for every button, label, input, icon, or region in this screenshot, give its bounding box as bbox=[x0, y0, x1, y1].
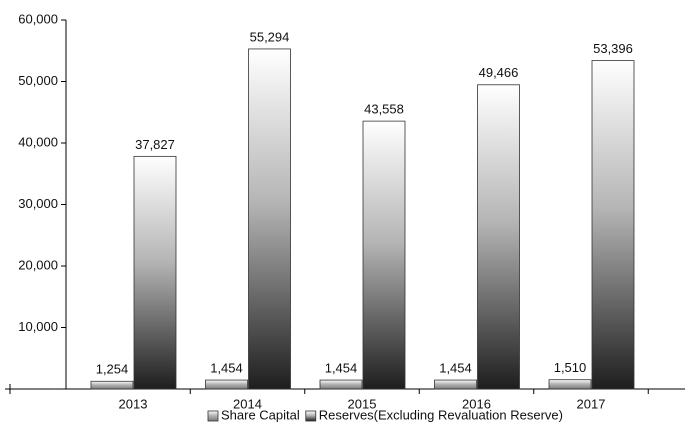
x-tick-label: 2016 bbox=[462, 396, 491, 411]
bar bbox=[319, 379, 363, 390]
x-tick-label: 2013 bbox=[119, 396, 148, 411]
value-label: 1,454 bbox=[325, 360, 358, 375]
bar bbox=[205, 379, 248, 390]
value-label: 1,454 bbox=[439, 360, 472, 375]
value-label: 37,827 bbox=[135, 137, 175, 152]
legend-item: Reserves(Excluding Revaluation Reserve) bbox=[305, 407, 563, 422]
bar bbox=[248, 48, 291, 390]
value-label: 55,294 bbox=[250, 29, 290, 44]
bar bbox=[362, 120, 406, 390]
value-label: 1,254 bbox=[96, 362, 129, 377]
value-label: 49,466 bbox=[479, 65, 519, 80]
y-tick-label: 60,000 bbox=[18, 11, 58, 26]
y-tick-label: 10,000 bbox=[18, 319, 58, 334]
x-tick-label: 2015 bbox=[348, 396, 377, 411]
y-tick-label: 20,000 bbox=[18, 257, 58, 272]
y-tick-label: 30,000 bbox=[18, 196, 58, 211]
x-tick-label: 2014 bbox=[233, 396, 262, 411]
legend-label: Reserves(Excluding Revaluation Reserve) bbox=[319, 407, 563, 422]
y-tick-label: - bbox=[54, 380, 58, 395]
bar bbox=[591, 60, 635, 390]
bar bbox=[477, 84, 520, 390]
value-label: 53,396 bbox=[593, 41, 633, 56]
legend-item: Share Capital bbox=[207, 407, 300, 422]
y-tick-label: 50,000 bbox=[18, 73, 58, 88]
bar bbox=[90, 380, 134, 390]
value-label: 1,510 bbox=[554, 360, 587, 375]
bar bbox=[434, 379, 477, 390]
x-tick-label: 2017 bbox=[577, 396, 606, 411]
bar bbox=[133, 155, 177, 390]
y-tick-label: 40,000 bbox=[18, 134, 58, 149]
value-label: 43,558 bbox=[364, 102, 404, 117]
bar bbox=[548, 379, 592, 390]
value-label: 1,454 bbox=[210, 360, 243, 375]
legend-swatch bbox=[305, 410, 317, 422]
legend-label: Share Capital bbox=[221, 407, 300, 422]
legend-swatch bbox=[207, 410, 219, 422]
